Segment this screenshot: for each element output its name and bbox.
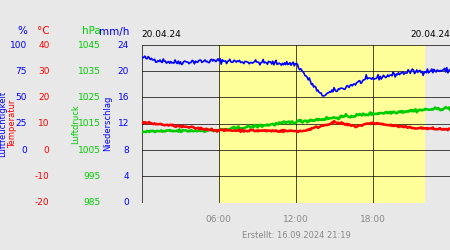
Text: 0: 0: [44, 146, 50, 154]
Text: 0: 0: [123, 198, 129, 207]
Text: 1015: 1015: [78, 119, 101, 128]
Text: 1005: 1005: [78, 146, 101, 154]
Text: 40: 40: [38, 40, 50, 50]
Text: 0: 0: [21, 146, 27, 154]
Text: -10: -10: [35, 172, 50, 181]
Text: 30: 30: [38, 67, 50, 76]
Text: 24: 24: [118, 40, 129, 50]
Text: 50: 50: [15, 93, 27, 102]
Text: 10: 10: [38, 119, 50, 128]
Text: 1045: 1045: [78, 40, 101, 50]
Text: 8: 8: [123, 146, 129, 154]
Text: 1025: 1025: [78, 93, 101, 102]
Text: Erstellt: 16.09.2024 21:19: Erstellt: 16.09.2024 21:19: [242, 231, 350, 240]
Text: 06:00: 06:00: [206, 215, 232, 224]
Text: 12: 12: [117, 119, 129, 128]
Text: 995: 995: [83, 172, 101, 181]
Text: 75: 75: [15, 67, 27, 76]
Text: 20: 20: [117, 67, 129, 76]
Text: Luftdruck: Luftdruck: [71, 104, 80, 144]
Text: 20.04.24: 20.04.24: [410, 30, 450, 39]
Text: 18:00: 18:00: [360, 215, 386, 224]
Text: 1035: 1035: [78, 67, 101, 76]
Text: %: %: [17, 26, 27, 36]
Text: 12:00: 12:00: [283, 215, 309, 224]
Text: -20: -20: [35, 198, 50, 207]
Text: °C: °C: [37, 26, 50, 36]
Text: Luftfeuchtigkeit: Luftfeuchtigkeit: [0, 91, 7, 157]
Text: hPa: hPa: [82, 26, 101, 36]
Text: 100: 100: [10, 40, 27, 50]
Text: 16: 16: [117, 93, 129, 102]
Text: Niederschlag: Niederschlag: [103, 96, 112, 152]
Text: 985: 985: [83, 198, 101, 207]
Text: mm/h: mm/h: [99, 26, 129, 36]
Text: 20: 20: [38, 93, 50, 102]
Text: 4: 4: [123, 172, 129, 181]
Text: Temperatur: Temperatur: [8, 100, 17, 148]
Text: 20.04.24: 20.04.24: [142, 30, 181, 39]
Bar: [219, 45, 424, 203]
Text: 25: 25: [16, 119, 27, 128]
